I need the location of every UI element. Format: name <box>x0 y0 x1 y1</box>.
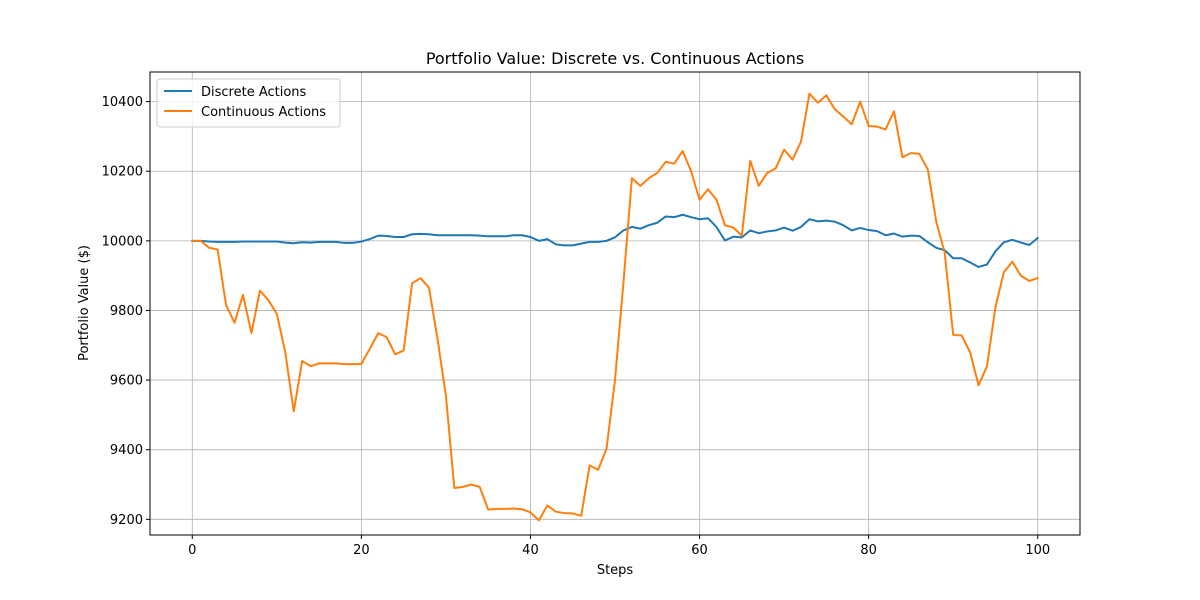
x-tick-label: 20 <box>353 543 370 558</box>
y-tick-label: 10400 <box>102 95 143 110</box>
x-tick-label: 100 <box>1025 543 1050 558</box>
series-line-discrete-actions <box>191 213 1040 268</box>
x-axis-ticks: 0 20 40 60 80 100 <box>188 535 1050 558</box>
legend: Discrete Actions Continuous Actions <box>156 78 341 128</box>
series-lines <box>191 92 1040 522</box>
y-axis-ticks: 9200 9400 9600 9800 10000 10200 10400 <box>102 95 150 528</box>
legend-box <box>156 78 341 128</box>
y-tick-label: 9600 <box>110 374 143 389</box>
x-tick-label: 0 <box>188 543 196 558</box>
y-tick-label: 10000 <box>102 234 143 249</box>
y-tick-label: 10200 <box>102 165 143 180</box>
series-line-continuous-actions <box>191 92 1039 522</box>
chart-title: Portfolio Value: Discrete vs. Continuous… <box>426 49 804 68</box>
y-tick-label: 9200 <box>110 513 143 528</box>
y-tick-label: 9400 <box>110 443 143 458</box>
x-axis-label: Steps <box>597 563 634 578</box>
y-axis-label: Portfolio Value ($) <box>77 245 92 361</box>
x-tick-label: 60 <box>691 543 708 558</box>
legend-label-discrete: Discrete Actions <box>201 85 307 100</box>
legend-label-continuous: Continuous Actions <box>201 105 326 120</box>
x-tick-label: 80 <box>860 543 877 558</box>
x-tick-label: 40 <box>522 543 539 558</box>
plot-area-frame <box>149 71 1081 536</box>
y-tick-label: 9800 <box>110 304 143 319</box>
